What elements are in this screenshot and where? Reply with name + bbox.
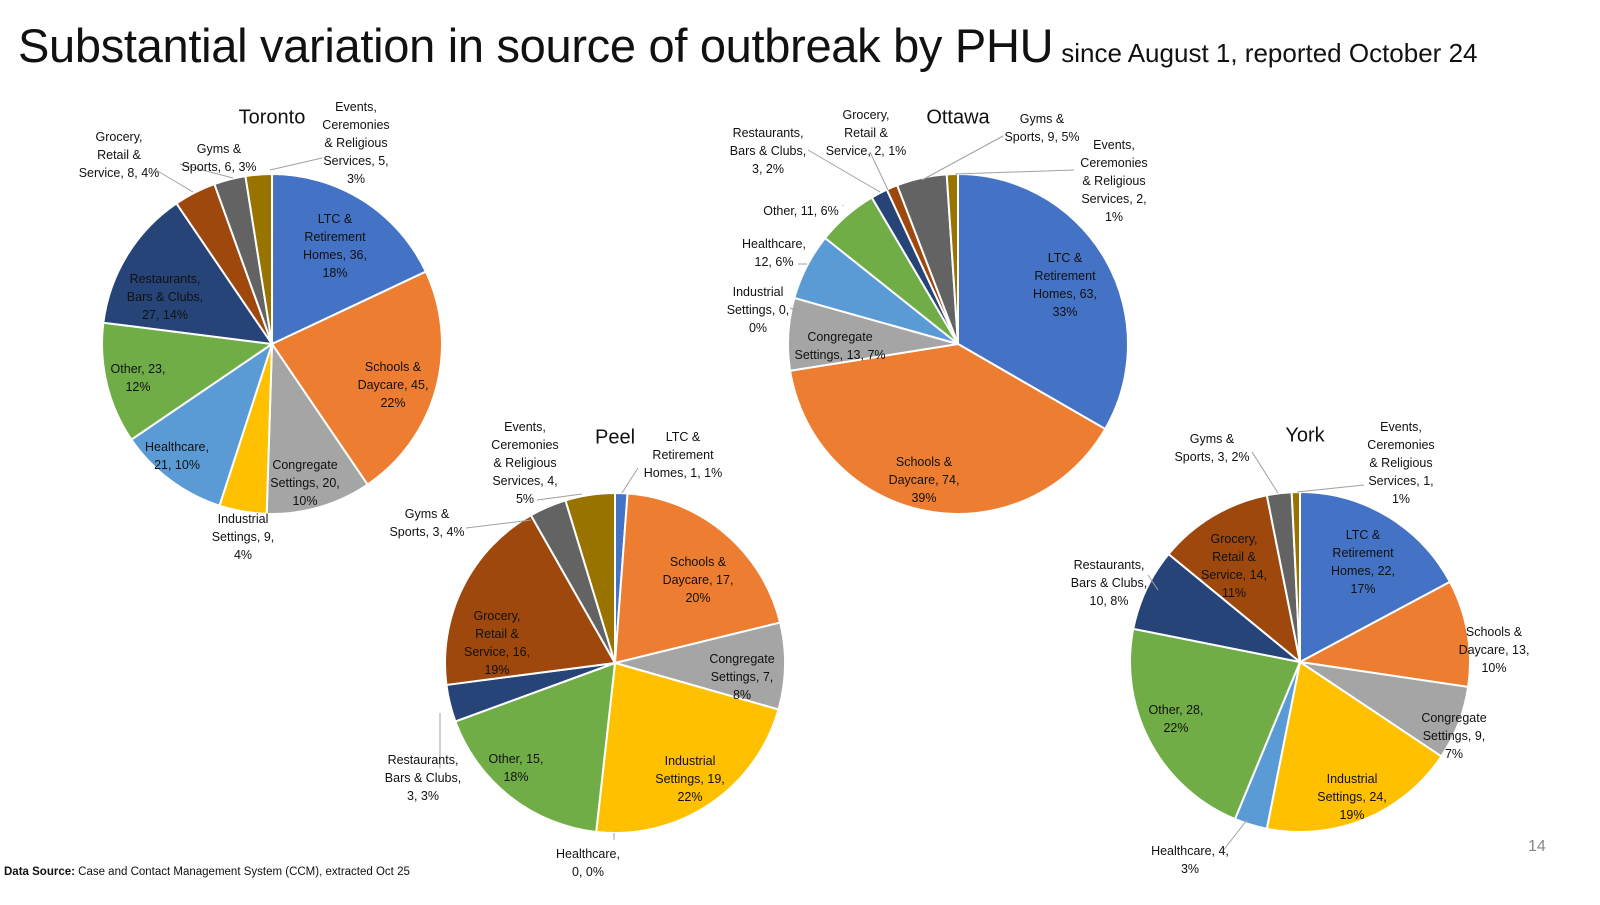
york-chart-title: York (1285, 424, 1325, 446)
ottawa-leader-grocery (869, 151, 889, 191)
york-label-industrial: Industrial Settings, 24, 19% (1317, 772, 1387, 822)
ottawa-leader-restaurants (807, 149, 881, 193)
york-label-events: Events, Ceremonies & Religious Services, 1,… (1367, 420, 1434, 506)
peel-chart-title: Peel (595, 426, 635, 448)
york-pie-chart: York LTC & Retirement Homes, 22, 17% Schools … (1071, 420, 1530, 876)
ottawa-label-congregate: Congregate Settings, 13, 7% (794, 330, 885, 362)
toronto-label-restaurants: Restaurants, Bars & Clubs, 27, 14% (127, 272, 203, 322)
york-slice-grocery (1167, 494, 1302, 665)
ottawa-pie-chart: Ottawa LTC & Retirement Homes, 63, 33% School… (727, 106, 1148, 515)
ottawa-label-restaurants: Restaurants, Bars & Clubs, 3, 2% (730, 126, 806, 176)
peel-label-grocery: Grocery, Retail & Service, 16, 19% (464, 609, 530, 677)
york-label-healthcare: Healthcare, 4, 3% (1151, 844, 1229, 876)
ottawa-label-schools: Schools & Daycare, 74, 39% (889, 455, 960, 505)
york-leader-healthcare (1221, 819, 1248, 853)
peel-label-ltc: LTC & Retirement Homes, 1, 1% (644, 430, 723, 480)
peel-slice-congregate (611, 621, 786, 711)
toronto-label-ltc: LTC & Retirement Homes, 36, 18% (303, 212, 367, 280)
peel-label-other: Other, 15, 18% (489, 752, 544, 784)
page-title: Substantial variation in source of outbr… (18, 19, 1054, 72)
ottawa-slice-schools (788, 342, 1107, 515)
ottawa-label-healthcare: Healthcare, 12, 6% (742, 237, 806, 269)
toronto-slice-events (244, 172, 273, 345)
york-label-restaurants: Restaurants, Bars & Clubs, 10, 8% (1071, 558, 1147, 608)
ottawa-label-gyms: Gyms & Sports, 9, 5% (1004, 112, 1079, 144)
york-label-gyms: Gyms & Sports, 3, 2% (1174, 432, 1249, 464)
york-label-ltc: LTC & Retirement Homes, 22, 17% (1331, 528, 1395, 596)
peel-slice-other (454, 661, 617, 834)
ottawa-chart-title: Ottawa (926, 106, 990, 128)
toronto-label-grocery: Grocery, Retail & Service, 8, 4% (79, 130, 160, 180)
peel-label-gyms: Gyms & Sports, 3, 4% (389, 507, 464, 539)
ottawa-leader-industrial (789, 307, 798, 311)
page-title-block: Substantial variation in source of outbr… (18, 18, 1478, 73)
ottawa-leader-events (954, 169, 1075, 175)
toronto-slice-schools (270, 270, 443, 486)
peel-leader-ltc (621, 467, 639, 494)
toronto-slice-other (101, 321, 275, 441)
peel-label-schools: Schools & Daycare, 17, 20% (663, 555, 734, 605)
peel-label-congregate: Congregate Settings, 7, 8% (709, 652, 774, 702)
ottawa-label-ltc: LTC & Retirement Homes, 63, 33% (1033, 251, 1097, 319)
york-slice-ltc (1299, 490, 1452, 664)
peel-pie-chart: Peel LTC & Retirement Homes, 1, 1% Schools &… (385, 420, 786, 879)
toronto-leader-gyms (179, 163, 234, 179)
data-source-text: Case and Contact Management System (CCM)… (78, 866, 410, 878)
data-source-note: Data Source: Case and Contact Management… (4, 866, 410, 878)
peel-leader-events (536, 493, 583, 501)
york-slice-industrial (1265, 660, 1443, 833)
toronto-label-schools: Schools & Daycare, 45, 22% (358, 360, 429, 410)
ottawa-slice-ltc (957, 172, 1129, 431)
toronto-label-other: Other, 23, 12% (111, 362, 166, 394)
data-source-label: Data Source: (4, 866, 75, 878)
toronto-leader-grocery (155, 169, 194, 193)
peel-label-restaurants: Restaurants, Bars & Clubs, 3, 3% (385, 753, 461, 803)
toronto-chart-title: Toronto (239, 106, 306, 128)
york-label-grocery: Grocery, Retail & Service, 14, 11% (1201, 532, 1267, 600)
peel-label-industrial: Industrial Settings, 19, 22% (655, 754, 725, 804)
york-label-schools: Schools & Daycare, 13, 10% (1459, 625, 1530, 675)
york-slice-other (1129, 627, 1302, 821)
peel-slice-events (564, 491, 616, 664)
peel-slice-schools (613, 492, 782, 665)
toronto-label-gyms: Gyms & Sports, 6, 3% (181, 142, 256, 174)
ottawa-leader-gyms (921, 135, 1004, 181)
toronto-label-healthcare: Healthcare, 21, 10% (145, 440, 209, 472)
york-leader-restaurants (1147, 574, 1159, 591)
york-leader-events (1296, 484, 1365, 493)
ottawa-label-grocery: Grocery, Retail & Service, 2, 1% (826, 108, 907, 158)
toronto-slice-healthcare (130, 341, 274, 507)
toronto-slice-ltc (271, 172, 428, 346)
toronto-pie-chart: Toronto LTC & Retirement Homes, 36, 18% Schoo… (79, 100, 443, 562)
toronto-slice-congregate (265, 340, 369, 515)
toronto-label-industrial: Industrial Settings, 9, 4% (212, 512, 275, 562)
ottawa-label-other: Other, 11, 6% (763, 204, 839, 218)
york-slice-schools (1296, 580, 1471, 689)
ottawa-label-events: Events, Ceremonies & Religious Services, 2,… (1080, 138, 1147, 224)
page-subtitle: since August 1, reported October 24 (1061, 38, 1478, 68)
page-number: 14 (1528, 838, 1546, 855)
ottawa-label-industrial: Industrial Settings, 0, 0% (727, 285, 790, 335)
peel-leader-gyms (465, 519, 532, 529)
toronto-label-events: Events, Ceremonies & Religious Services, 5,… (322, 100, 389, 186)
york-label-other: Other, 28, 22% (1149, 703, 1204, 735)
toronto-slice-restaurants (102, 202, 275, 346)
toronto-label-congregate: Congregate Settings, 20, 10% (270, 458, 340, 508)
york-label-congregate: Congregate Settings, 9, 7% (1421, 711, 1486, 761)
peel-label-events: Events, Ceremonies & Religious Services, 4,… (491, 420, 558, 506)
peel-slice-industrial (595, 661, 780, 834)
toronto-leader-events (269, 157, 323, 171)
peel-slice-grocery (444, 513, 617, 687)
peel-label-healthcare: Healthcare, 0, 0% (556, 847, 620, 879)
york-leader-gyms (1251, 451, 1279, 494)
